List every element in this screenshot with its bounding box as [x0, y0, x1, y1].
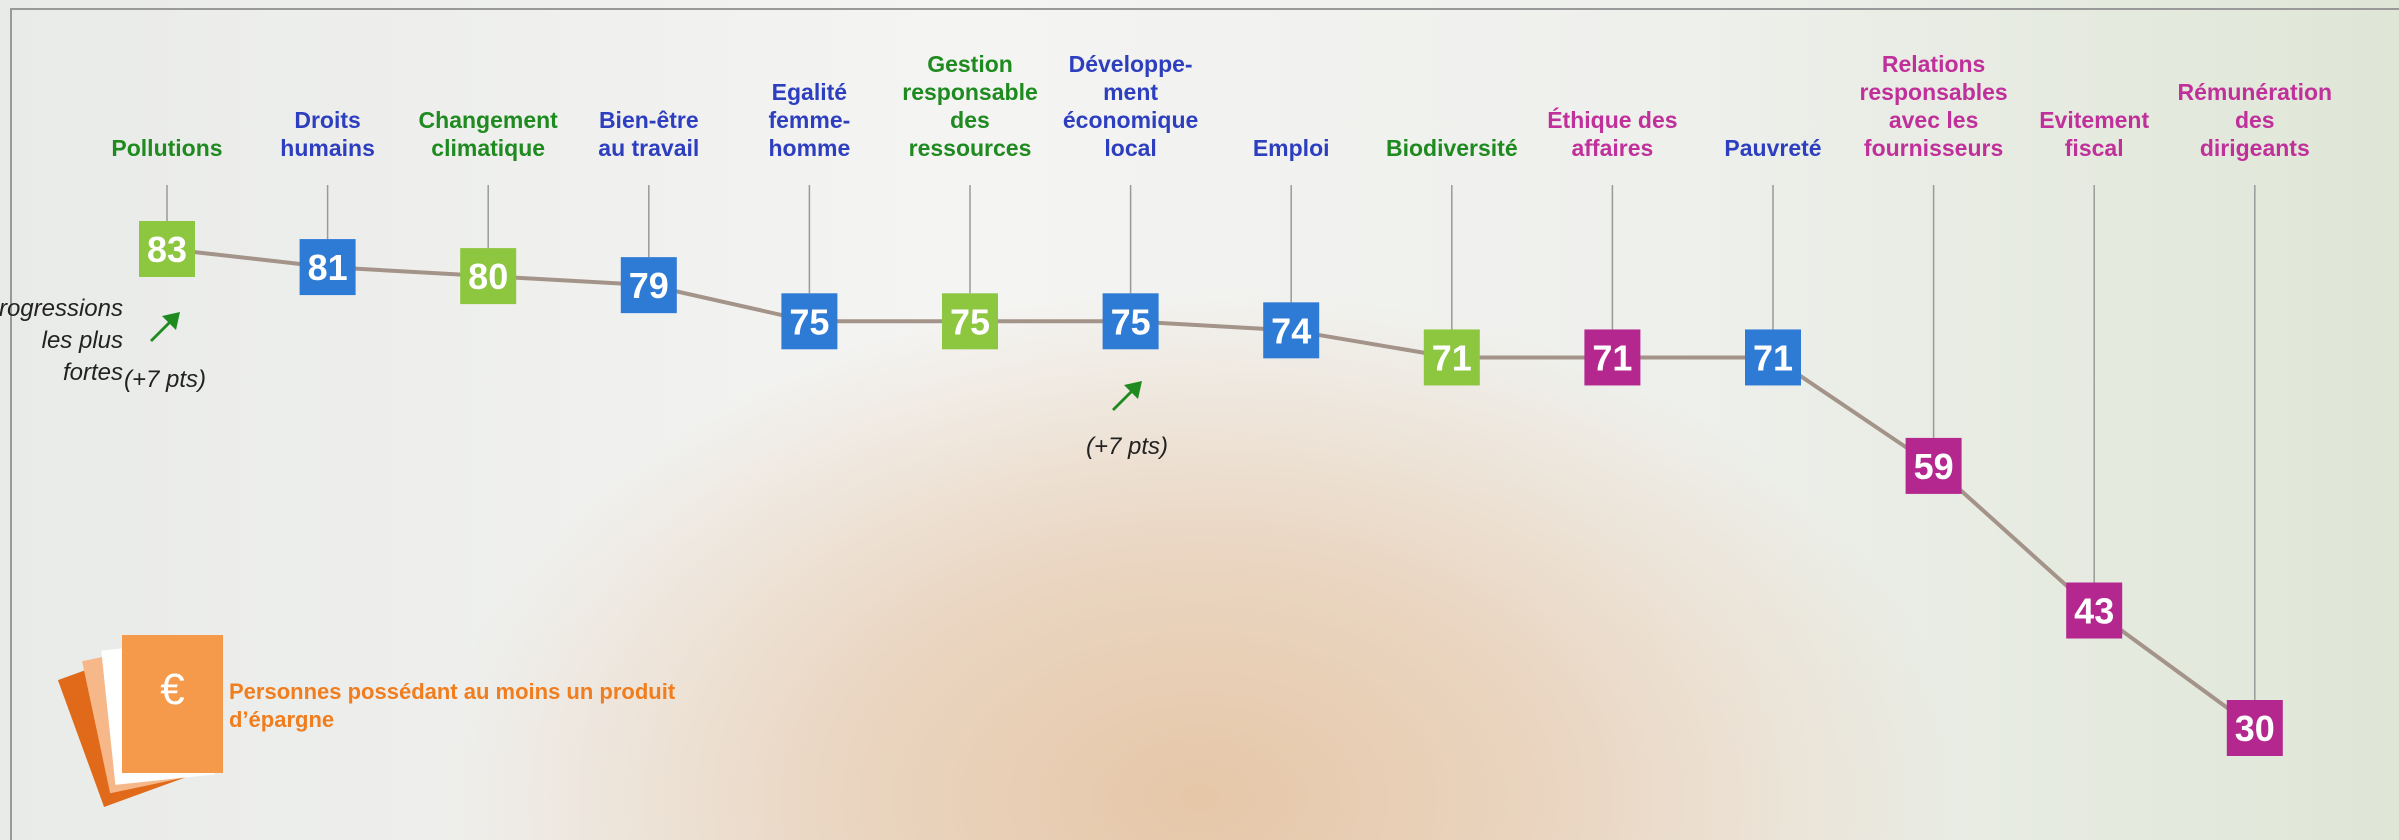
category-label: Pauvreté	[1724, 135, 1822, 161]
category-label: Changement climatique	[418, 107, 558, 161]
marker	[1263, 302, 1320, 359]
category-label: Biodiversité	[1385, 135, 1518, 161]
value-label: 71	[1432, 337, 1472, 378]
legend-icon: €	[160, 665, 185, 714]
value-label: 81	[308, 247, 348, 288]
category-label: Evitement fiscal	[2039, 107, 2150, 161]
value-label: 75	[950, 301, 990, 342]
value-label: 75	[789, 301, 829, 342]
value-label: 79	[629, 265, 669, 306]
category-label: Rémunération des dirigeants	[2177, 79, 2333, 161]
marker	[620, 257, 677, 314]
marker	[1905, 437, 1962, 494]
annotation: (+7 pts)	[124, 366, 207, 393]
savings-icon	[57, 635, 223, 807]
value-label: 71	[1592, 337, 1632, 378]
value-label: 59	[1914, 446, 1954, 487]
value-label: 75	[1111, 301, 1151, 342]
category-label: Relations responsables avec les fourniss…	[1859, 51, 2008, 161]
marker	[1423, 329, 1480, 386]
value-label: 43	[2074, 591, 2114, 632]
marker	[139, 221, 195, 277]
marker	[1584, 329, 1641, 386]
value-label: 83	[147, 229, 187, 270]
legend-text: Personnes possédant au moins un produit …	[229, 679, 676, 732]
marker	[2066, 582, 2123, 639]
value-label: 80	[468, 256, 508, 297]
marker	[781, 293, 838, 350]
marker	[1745, 329, 1801, 386]
category-label: Éthique des affaires	[1547, 107, 1678, 161]
category-label: Gestion responsable des ressources	[902, 51, 1038, 161]
annotation: Progressions les plus fortes	[0, 295, 123, 386]
marker	[1102, 293, 1159, 350]
annotation: (+7 pts)	[1086, 433, 1169, 460]
marker	[2226, 700, 2283, 756]
category-label: Bien-être au travail	[598, 107, 700, 161]
frame	[10, 8, 2399, 840]
category-label: Pollutions	[111, 135, 223, 161]
up-arrow	[1112, 381, 1142, 411]
category-label: Emploi	[1252, 135, 1330, 161]
marker	[299, 239, 356, 296]
value-label: 30	[2235, 708, 2275, 749]
value-label: 71	[1753, 337, 1793, 378]
up-arrow	[150, 312, 180, 342]
value-label: 74	[1271, 310, 1311, 351]
marker	[460, 248, 517, 305]
category-label: Egalité femme- homme	[768, 79, 851, 161]
marker	[942, 293, 998, 350]
category-label: Développe- ment économique local	[1062, 51, 1199, 161]
category-label: Droits humains	[280, 107, 375, 161]
